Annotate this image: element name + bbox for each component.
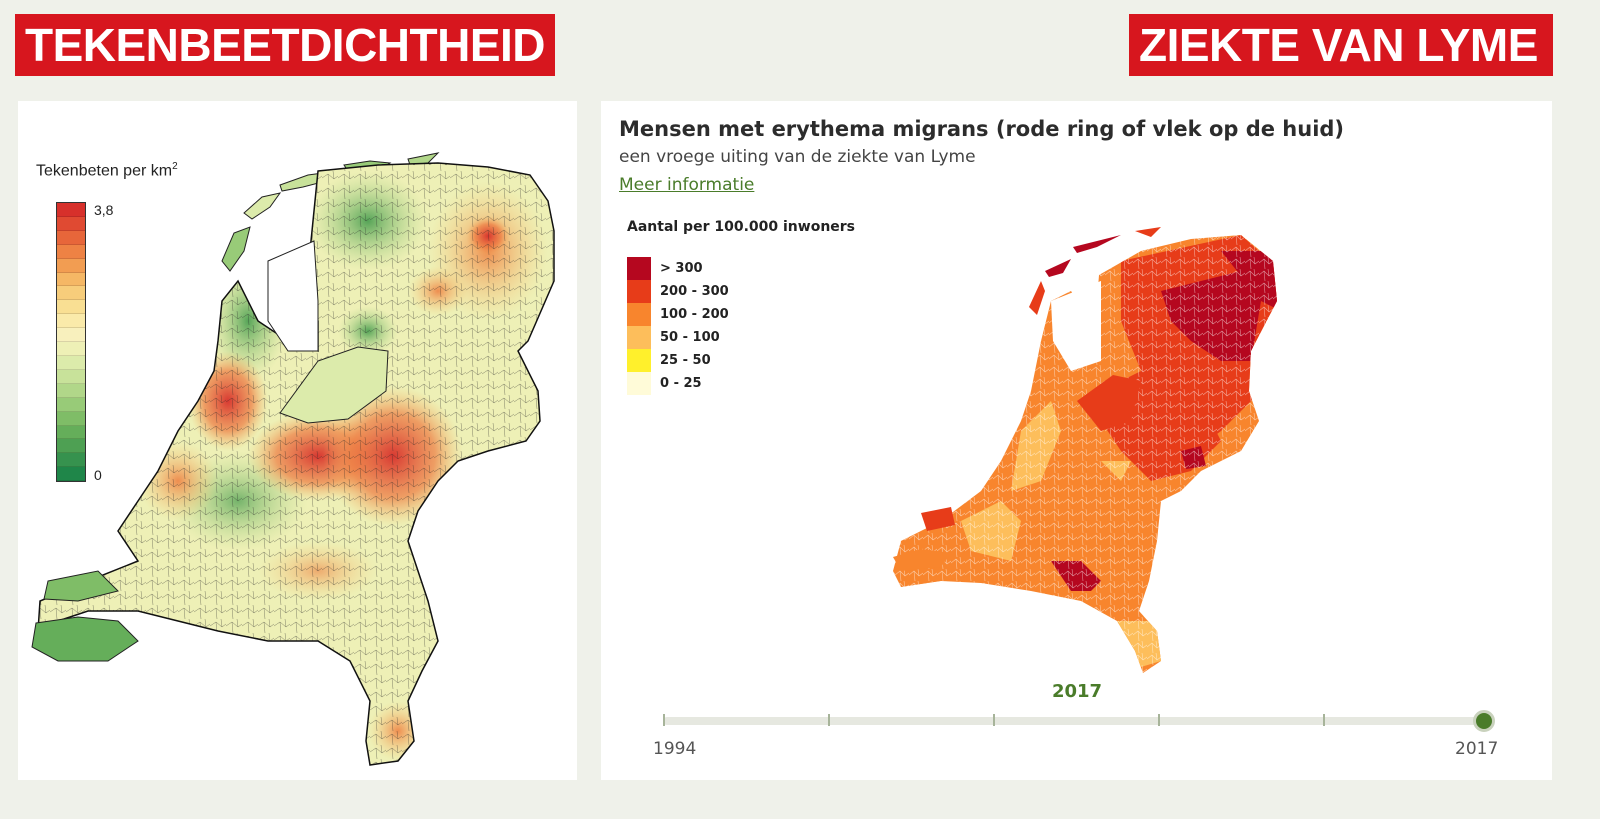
tick-scale-cell bbox=[57, 203, 85, 217]
year-slider-handle[interactable] bbox=[1473, 710, 1495, 732]
meer-informatie-link[interactable]: Meer informatie bbox=[619, 175, 755, 195]
tick-scale-cell bbox=[57, 383, 85, 398]
tick-scale-cell bbox=[57, 300, 85, 315]
tick-scale-cell bbox=[57, 342, 85, 356]
tick-scale-cell bbox=[57, 439, 85, 454]
slider-tick bbox=[993, 714, 995, 726]
legend-item: 200 - 300 bbox=[627, 280, 729, 303]
legend-label: 200 - 300 bbox=[660, 284, 729, 299]
tick-scale-cell bbox=[57, 425, 85, 440]
slider-current-year: 2017 bbox=[1051, 681, 1103, 702]
legend-label: 25 - 50 bbox=[660, 353, 711, 368]
lyme-subtitle: een vroege uiting van de ziekte van Lyme bbox=[619, 147, 976, 167]
legend-swatch bbox=[627, 303, 651, 326]
tick-scale-min-label: 0 bbox=[94, 467, 102, 483]
lyme-legend: > 300 200 - 300 100 - 200 50 - 100 25 - … bbox=[627, 257, 729, 395]
slider-end-label: 2017 bbox=[1455, 739, 1499, 759]
legend-swatch bbox=[627, 372, 651, 395]
tick-scale-cell bbox=[57, 216, 85, 231]
tick-color-scale bbox=[56, 202, 86, 482]
legend-swatch bbox=[627, 349, 651, 372]
legend-swatch bbox=[627, 280, 651, 303]
tick-scale-cell bbox=[57, 355, 85, 370]
legend-item: 50 - 100 bbox=[627, 326, 729, 349]
lyme-title: Mensen met erythema migrans (rode ring o… bbox=[619, 117, 1345, 141]
legend-item: 25 - 50 bbox=[627, 349, 729, 372]
tick-scale-cell bbox=[57, 244, 85, 259]
tick-legend-title: Tekenbeten per km2 bbox=[36, 161, 178, 180]
legend-swatch bbox=[627, 257, 651, 280]
legend-label: 50 - 100 bbox=[660, 330, 720, 345]
tekenbeetdichtheid-banner: TEKENBEETDICHTHEID bbox=[15, 14, 555, 76]
tick-scale-cell bbox=[57, 397, 85, 412]
slider-tick bbox=[1158, 714, 1160, 726]
tick-scale-cell bbox=[57, 411, 85, 426]
slider-tick bbox=[828, 714, 830, 726]
tick-scale-cell bbox=[57, 328, 85, 343]
legend-label: 0 - 25 bbox=[660, 376, 702, 391]
tick-scale-cell bbox=[57, 453, 85, 468]
tick-scale-cell bbox=[57, 272, 85, 287]
legend-item: 100 - 200 bbox=[627, 303, 729, 326]
legend-item: > 300 bbox=[627, 257, 729, 280]
tick-scale-cell bbox=[57, 258, 85, 273]
slider-start-label: 1994 bbox=[653, 739, 697, 759]
tick-scale-cell bbox=[57, 369, 85, 384]
lyme-legend-title: Aantal per 100.000 inwoners bbox=[627, 219, 856, 235]
tick-scale-cell bbox=[57, 314, 85, 329]
tick-scale-cell bbox=[57, 230, 85, 245]
legend-label: 100 - 200 bbox=[660, 307, 729, 322]
tick-density-panel: Tekenbeten per km2 3,8 0 bbox=[18, 101, 577, 780]
tick-density-map bbox=[31, 152, 555, 766]
lyme-choropleth-map bbox=[893, 227, 1277, 673]
tick-scale-cell bbox=[57, 467, 85, 482]
tick-legend-title-sup: 2 bbox=[172, 161, 178, 172]
ziekte-van-lyme-banner: ZIEKTE VAN LYME bbox=[1129, 14, 1553, 76]
tick-scale-max-label: 3,8 bbox=[94, 202, 114, 218]
year-slider-track[interactable] bbox=[663, 714, 1491, 726]
slider-tick bbox=[663, 714, 665, 726]
slider-tick bbox=[1323, 714, 1325, 726]
lyme-panel: Mensen met erythema migrans (rode ring o… bbox=[601, 101, 1552, 780]
legend-swatch bbox=[627, 326, 651, 349]
tick-scale-cell bbox=[57, 286, 85, 301]
legend-label: > 300 bbox=[660, 261, 703, 276]
legend-item: 0 - 25 bbox=[627, 372, 729, 395]
